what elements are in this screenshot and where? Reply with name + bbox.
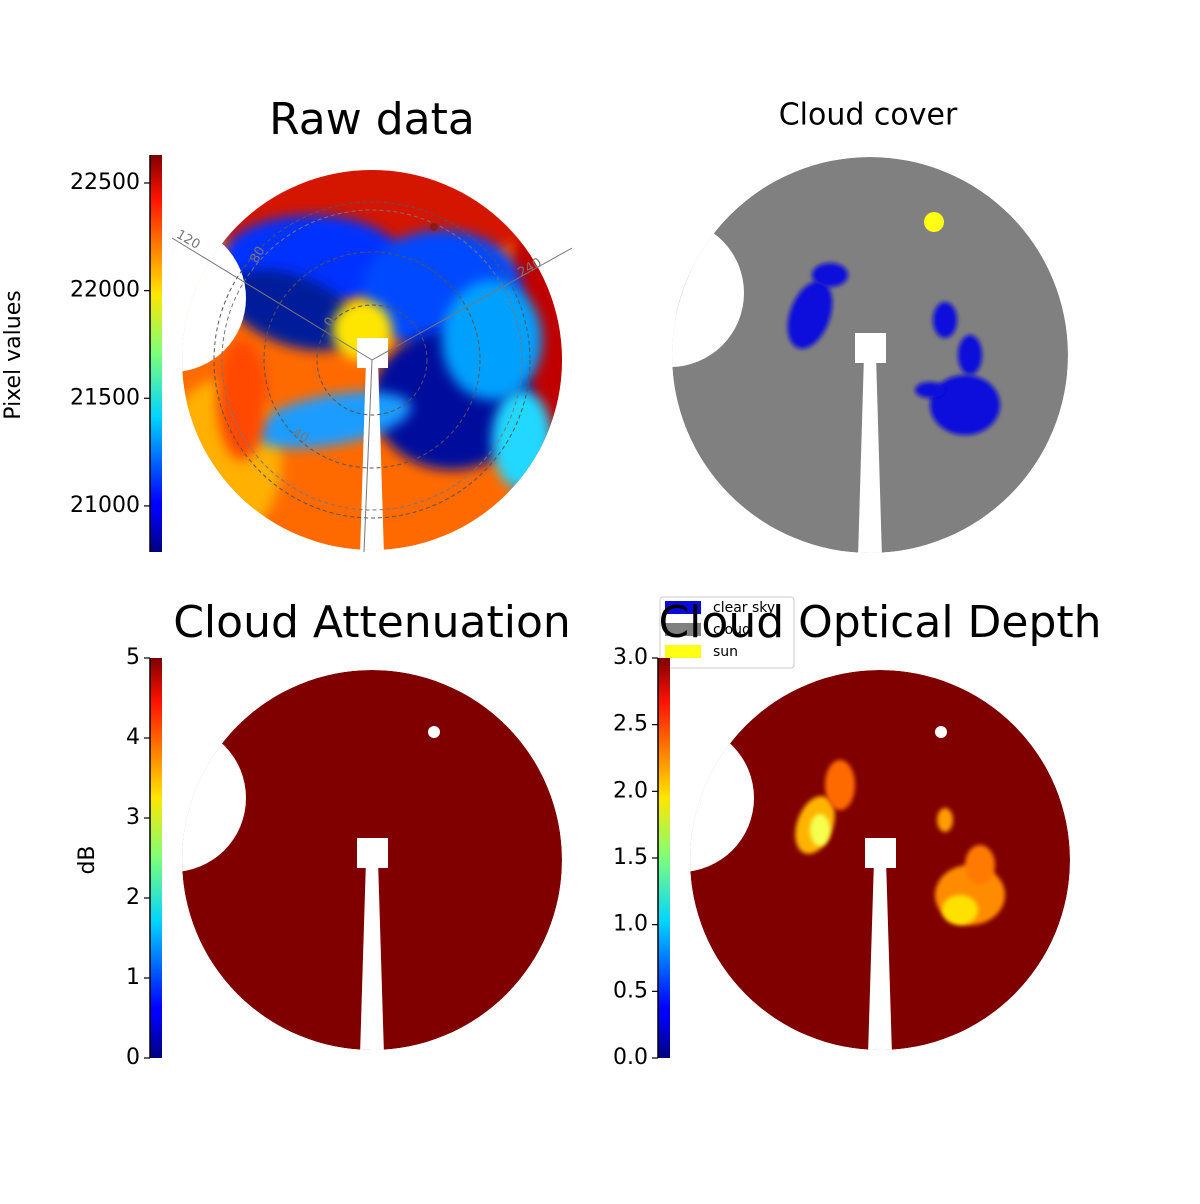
colorbar-tick-label: 3 (126, 805, 140, 830)
sun-marker (924, 212, 944, 232)
image-region (958, 335, 982, 375)
image-region (825, 760, 855, 810)
legend-label: cloud (713, 622, 751, 638)
colorbar-tick-label: 0.5 (613, 978, 648, 1003)
image-region (930, 375, 1000, 435)
sun-marker (428, 726, 440, 738)
legend-swatch (665, 623, 701, 636)
mask-square (357, 338, 388, 368)
sky-image (672, 157, 1068, 553)
mask-square (357, 838, 388, 868)
colorbar-tick-label: 2 (126, 885, 140, 910)
image-region (492, 390, 552, 490)
polar-label: 80 (247, 244, 268, 266)
colorbar-tick-label: 22500 (70, 170, 140, 195)
polar-grid-line (371, 247, 573, 361)
legend-label: sun (713, 644, 738, 660)
colorbar-tick-label: 2.0 (613, 778, 648, 803)
legend-swatch (665, 601, 701, 614)
mask-square (855, 333, 886, 363)
polar-grid-circle (221, 209, 523, 511)
panel-title: Raw data (269, 94, 475, 145)
mask-wedge (360, 860, 384, 1050)
mask-square (865, 838, 896, 868)
mask-notch (182, 724, 246, 872)
polar-grid-line (171, 237, 373, 361)
mask-notch (672, 219, 744, 367)
sky-image (182, 170, 562, 550)
panel-title: Cloud cover (779, 98, 958, 133)
colorbar-tick-label: 1.0 (613, 912, 648, 937)
colorbar-tick-label: 21500 (70, 385, 140, 410)
polar-grid-circle (316, 304, 428, 416)
mask-wedge (858, 355, 882, 553)
colorbar-tick-label: 2.5 (613, 712, 648, 737)
colorbar-tick-label: 0.0 (613, 1045, 648, 1070)
image-region (810, 814, 830, 846)
legend-label: clear sky (713, 600, 775, 616)
colorbar-label: dB (75, 845, 100, 874)
colorbar-tick-label: 5 (126, 645, 140, 670)
panel-title: Cloud Attenuation (173, 597, 571, 648)
polar-grid-circle (213, 201, 531, 519)
legend-swatch (665, 645, 701, 658)
sky-image (690, 670, 1070, 1050)
image-region (933, 302, 957, 338)
image-region (942, 895, 978, 925)
colorbar (658, 658, 670, 1058)
image-region (787, 281, 833, 349)
colorbar (150, 658, 162, 1058)
colorbar-tick-label: 1.5 (613, 845, 648, 870)
colorbar (150, 155, 162, 552)
polar-grid-line (363, 359, 373, 553)
sun-marker (430, 223, 438, 231)
panel-title: Cloud Optical Depth (658, 597, 1101, 648)
image-region (965, 845, 995, 885)
image-region (937, 808, 953, 832)
colorbar-tick-label: 0 (126, 1045, 140, 1070)
colorbar-label: Pixel values (1, 290, 26, 419)
image-region (812, 263, 848, 287)
polar-label: 120 (173, 227, 202, 252)
sky-image (182, 670, 562, 1050)
image-region (915, 382, 945, 398)
colorbar-tick-label: 3.0 (613, 645, 648, 670)
colorbar-tick-label: 21000 (70, 493, 140, 518)
sun-marker (935, 726, 947, 738)
polar-grid-circle (263, 251, 481, 469)
image-region (217, 340, 267, 460)
colorbar-tick-label: 1 (126, 965, 140, 990)
mask-wedge (868, 860, 892, 1050)
colorbar-tick-label: 4 (126, 725, 140, 750)
polar-label: 40 (289, 425, 311, 446)
colorbar-tick-label: 22000 (70, 278, 140, 303)
image-region (442, 280, 542, 400)
